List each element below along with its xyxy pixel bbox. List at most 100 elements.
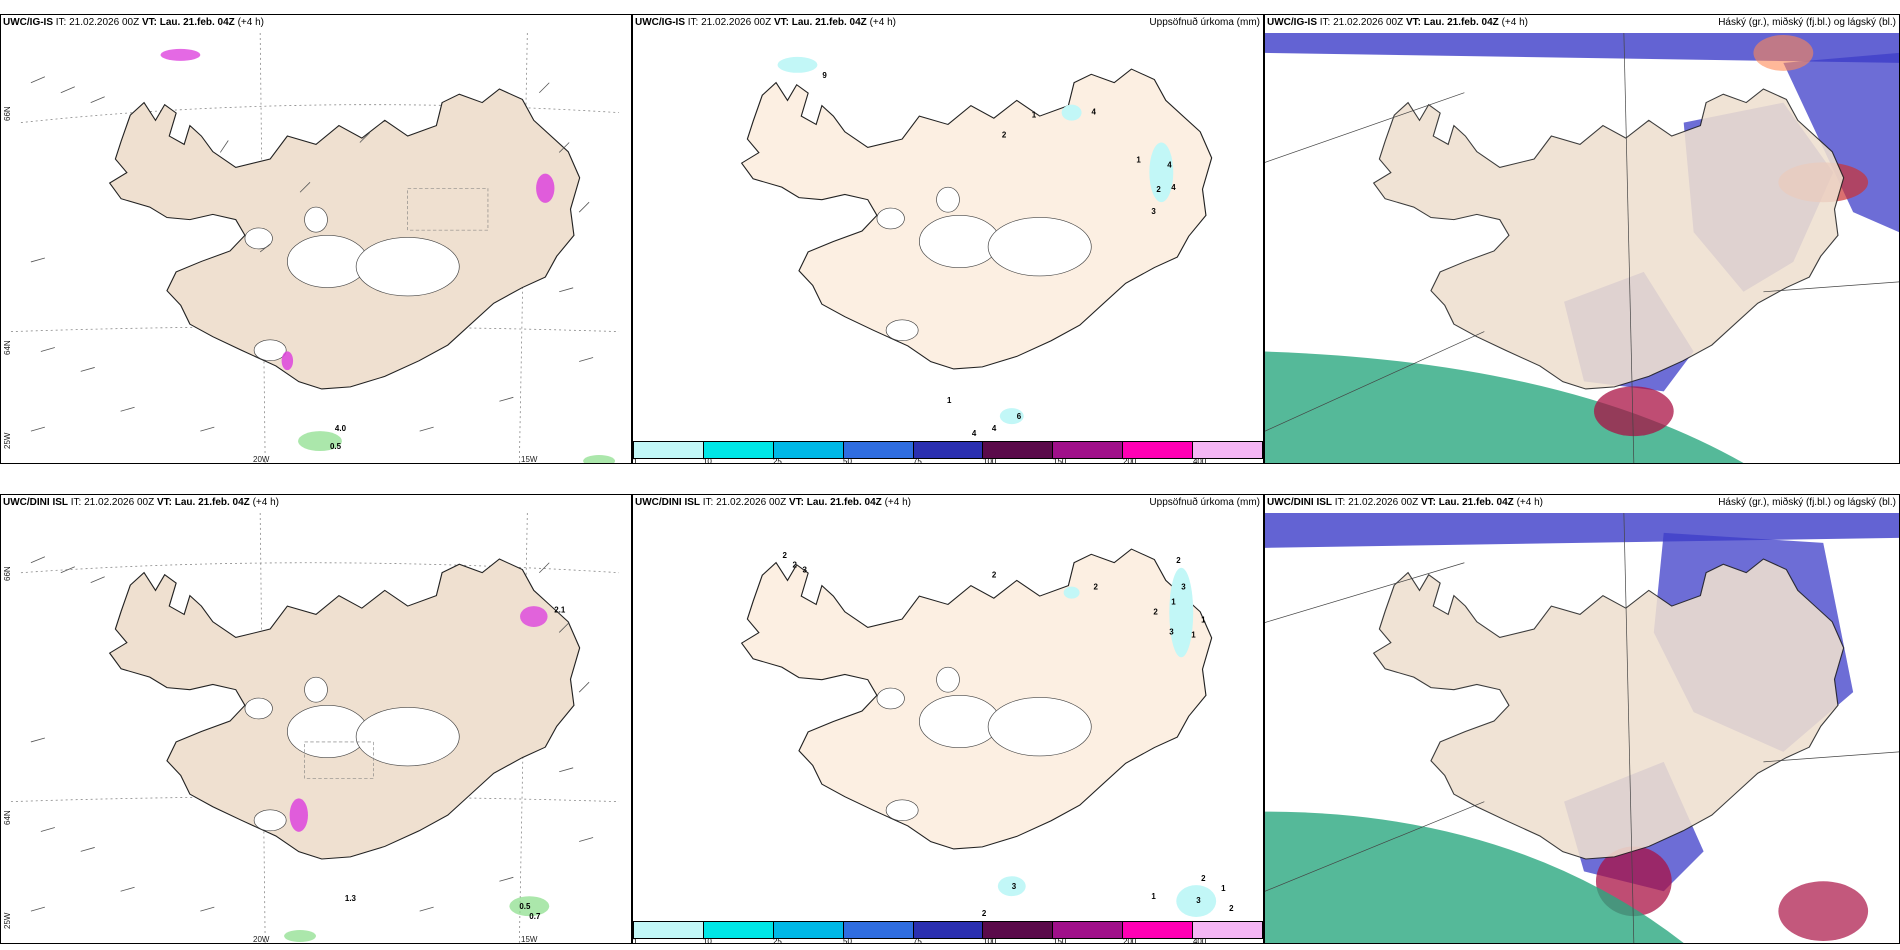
init-time: 21.02.2026 00Z bbox=[69, 17, 140, 28]
panel-variable-title: Háský (gr.), miðský (fj.bl.) og lágský (… bbox=[1718, 17, 1896, 28]
color-scale-cell bbox=[1193, 442, 1263, 458]
lon-tick: 15W bbox=[521, 935, 538, 944]
valid-time: Lau. 21.feb. 04Z bbox=[1438, 497, 1514, 508]
panel-header: UWC/DINI ISL IT: 21.02.2026 00Z VT: Lau.… bbox=[633, 495, 1263, 513]
precip-value: 2 bbox=[982, 909, 987, 918]
precip-value: 2 bbox=[1156, 185, 1161, 194]
color-scale-label: 100 bbox=[983, 937, 997, 944]
lon-tick: 20W bbox=[253, 935, 270, 944]
precip-color-scale: 1 10 25 50 75 100 150 200 400 bbox=[633, 919, 1263, 943]
init-time: 21.02.2026 00Z bbox=[716, 497, 787, 508]
valid-time: Lau. 21.feb. 04Z bbox=[791, 17, 867, 28]
precip-value: 1 bbox=[947, 396, 952, 405]
color-scale-label: 25 bbox=[772, 937, 782, 944]
color-scale-cell bbox=[634, 922, 704, 938]
color-scale-cell bbox=[703, 922, 774, 938]
model-name: UWC/IG-IS bbox=[635, 17, 685, 28]
lead-time: (+4 h) bbox=[1501, 17, 1528, 28]
init-time: 21.02.2026 00Z bbox=[1348, 497, 1419, 508]
wind-map-panel-ig: UWC/IG-IS IT: 21.02.2026 00Z VT: Lau. 21… bbox=[0, 14, 632, 464]
color-scale-cell bbox=[1123, 922, 1194, 938]
model-name: UWC/IG-IS bbox=[3, 17, 53, 28]
precip-value: 3 bbox=[1012, 882, 1017, 891]
lat-tick: 66N bbox=[3, 106, 12, 121]
cloud-map[interactable] bbox=[1265, 33, 1899, 463]
precip-value: 1 bbox=[1221, 884, 1226, 893]
wind-value: 4.0 bbox=[335, 424, 347, 433]
precip-value: 2 bbox=[1153, 608, 1158, 617]
lead-time: (+4 h) bbox=[884, 497, 911, 508]
lead-time-wrap: h) bbox=[270, 497, 279, 508]
precip-value: 4 bbox=[992, 424, 997, 433]
precip-value: 1 bbox=[1032, 111, 1037, 120]
precip-value: 4 bbox=[1092, 108, 1097, 117]
panel-variable-title: Háský (gr.), miðský (fj.bl.) og lágský (… bbox=[1718, 497, 1896, 508]
color-scale-label: 75 bbox=[912, 457, 922, 464]
precip-value: 4 bbox=[1167, 160, 1172, 169]
precip-value: 3 bbox=[1151, 207, 1156, 216]
color-scale-label: 150 bbox=[1053, 457, 1067, 464]
panel-header: UWC/DINI ISL IT: 21.02.2026 00Z VT: Lau.… bbox=[1265, 495, 1899, 513]
wind-map-panel-dini: UWC/DINI ISL IT: 21.02.2026 00Z VT: Lau.… bbox=[0, 494, 632, 944]
color-scale-label: 400 bbox=[1192, 457, 1207, 464]
panel-header: UWC/DINI ISL IT: 21.02.2026 00Z VT: Lau.… bbox=[1, 495, 631, 513]
model-name: UWC/DINI ISL bbox=[1267, 497, 1332, 508]
color-scale-label: 400 bbox=[1192, 937, 1207, 944]
color-scale-cell bbox=[773, 922, 844, 938]
panel-variable-title: Uppsöfnuð úrkoma (mm) bbox=[1149, 497, 1260, 508]
precip-map-panel-dini: UWC/DINI ISL IT: 21.02.2026 00Z VT: Lau.… bbox=[632, 494, 1264, 944]
color-scale-cell bbox=[703, 442, 774, 458]
model-name: UWC/DINI ISL bbox=[3, 497, 68, 508]
lat-tick: 25W bbox=[3, 912, 12, 929]
panel-header: UWC/IG-IS IT: 21.02.2026 00Z VT: Lau. 21… bbox=[1265, 15, 1899, 33]
precip-value: 2 bbox=[1229, 904, 1234, 913]
color-scale-label: 150 bbox=[1053, 937, 1067, 944]
precip-value: 3 bbox=[1196, 896, 1201, 905]
color-scale-label: 75 bbox=[912, 937, 922, 944]
wind-value: 1.3 bbox=[345, 894, 357, 903]
color-scale-cell bbox=[1123, 442, 1194, 458]
color-scale-cell bbox=[913, 442, 984, 458]
wind-value: 2.1 bbox=[554, 606, 566, 615]
init-time: 21.02.2026 00Z bbox=[1333, 17, 1404, 28]
lead-time: (+4 h) bbox=[1516, 497, 1543, 508]
lat-tick: 64N bbox=[3, 340, 12, 355]
wind-value: 0.5 bbox=[330, 442, 342, 451]
color-scale-label: 200 bbox=[1123, 937, 1137, 944]
precip-value: 2 bbox=[1094, 583, 1099, 592]
precip-value: 3 bbox=[1169, 627, 1174, 636]
precip-color-scale: 1 10 25 50 75 100 150 200 400 bbox=[633, 439, 1263, 463]
precip-map[interactable]: 2 2 3 2 2 2 1 2 3 3 1 1 3 1 2 1 3 2 2 bbox=[633, 513, 1263, 919]
precip-map[interactable]: 9 4 2 1 1 4 4 2 3 6 4 4 1 bbox=[633, 33, 1263, 439]
panel-header: UWC/IG-IS IT: 21.02.2026 00Z VT: Lau. 21… bbox=[633, 15, 1263, 33]
precip-value: 9 bbox=[822, 71, 827, 80]
precip-value: 4 bbox=[1171, 183, 1176, 192]
wind-map[interactable]: 0.5 4.0 bbox=[1, 33, 631, 463]
color-scale-cell bbox=[1193, 922, 1263, 938]
color-scale-cell bbox=[634, 442, 704, 458]
cloud-map-panel-ig: UWC/IG-IS IT: 21.02.2026 00Z VT: Lau. 21… bbox=[1264, 14, 1900, 464]
model-name: UWC/DINI ISL bbox=[635, 497, 700, 508]
precip-value: 4 bbox=[972, 429, 977, 438]
color-scale-label: 1 bbox=[633, 937, 638, 944]
valid-time: Lau. 21.feb. 04Z bbox=[159, 17, 235, 28]
lead-time: (+4 bbox=[252, 497, 268, 508]
lat-tick: 25W bbox=[3, 432, 12, 449]
precip-value: 1 bbox=[1151, 892, 1156, 901]
precip-value: 1 bbox=[1136, 155, 1141, 164]
panel-header: UWC/IG-IS IT: 21.02.2026 00Z VT: Lau. 21… bbox=[1, 15, 631, 33]
color-scale-label: 10 bbox=[702, 457, 712, 464]
cloud-map[interactable] bbox=[1265, 513, 1899, 943]
color-scale-label: 10 bbox=[702, 937, 712, 944]
lat-tick: 66N bbox=[3, 566, 12, 581]
precip-value: 2 bbox=[1176, 556, 1181, 565]
color-scale-label: 100 bbox=[983, 457, 997, 464]
color-scale-cell bbox=[843, 442, 914, 458]
wind-map[interactable]: 2.1 1.3 0.5 0.7 bbox=[1, 513, 631, 943]
lead-time: (+4 h) bbox=[237, 17, 264, 28]
cloud-map-panel-dini: UWC/DINI ISL IT: 21.02.2026 00Z VT: Lau.… bbox=[1264, 494, 1900, 944]
panel-variable-title: Uppsöfnuð úrkoma (mm) bbox=[1149, 17, 1260, 28]
color-scale-cell bbox=[983, 442, 1054, 458]
valid-time: Lau. 21.feb. 04Z bbox=[806, 497, 882, 508]
precip-value: 2 bbox=[783, 551, 788, 560]
